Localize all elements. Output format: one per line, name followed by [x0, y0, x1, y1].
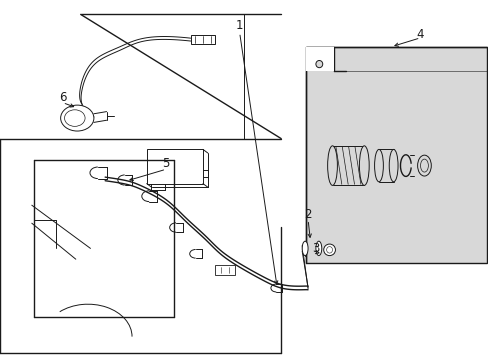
- Ellipse shape: [359, 146, 368, 185]
- Ellipse shape: [326, 247, 332, 253]
- Text: 2: 2: [304, 208, 311, 221]
- Text: 6: 6: [59, 91, 66, 104]
- Bar: [215, 265, 234, 275]
- Bar: [146, 149, 203, 184]
- Ellipse shape: [417, 155, 430, 176]
- Ellipse shape: [323, 244, 335, 256]
- Ellipse shape: [327, 146, 337, 185]
- Bar: [305, 47, 333, 71]
- Ellipse shape: [420, 159, 427, 172]
- Ellipse shape: [315, 241, 321, 256]
- Text: 5: 5: [162, 157, 170, 170]
- Bar: [190, 35, 215, 44]
- Ellipse shape: [315, 60, 322, 68]
- Text: 1: 1: [235, 19, 243, 32]
- Ellipse shape: [61, 105, 94, 131]
- Text: 3: 3: [311, 242, 319, 255]
- Ellipse shape: [388, 149, 397, 182]
- Text: 4: 4: [416, 28, 424, 41]
- Bar: [305, 47, 486, 263]
- Ellipse shape: [374, 149, 383, 182]
- Ellipse shape: [302, 241, 307, 256]
